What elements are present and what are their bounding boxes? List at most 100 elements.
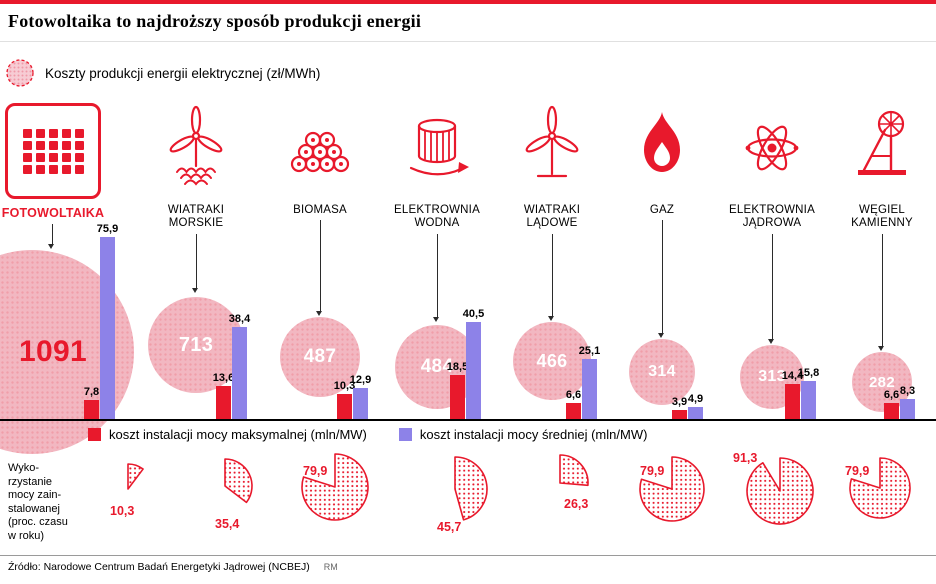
utilization-value: 26,3 xyxy=(564,497,589,511)
arrow-down-icon xyxy=(658,333,664,338)
utilization-pie-elektrownia-jadrowa: 91,3 xyxy=(733,451,815,526)
category-label-elektrownia-wodna: ELEKTROWNIA WODNA xyxy=(372,204,502,230)
cost-value: 282 xyxy=(869,373,895,391)
avg-cost-value: 75,9 xyxy=(96,223,119,235)
max-cost-bar: 6,6 xyxy=(566,389,581,419)
utilization-value: 10,3 xyxy=(110,504,135,518)
cost-bars: 3,9 4,9 xyxy=(672,393,703,419)
max-cost-swatch xyxy=(88,428,101,441)
max-cost-bar: 3,9 xyxy=(672,396,687,419)
utilization-pie-elektrownia-wodna: 45,7 xyxy=(421,455,489,534)
utilization-value: 79,9 xyxy=(845,464,870,478)
category-label-biomasa: BIOMASA xyxy=(255,204,385,217)
category-label-wiatraki-morskie: WIATRAKI MORSKIE xyxy=(131,204,261,230)
max-cost-bar: 10,3 xyxy=(334,380,355,419)
solar-panel-grid xyxy=(22,128,84,174)
cost-value: 487 xyxy=(303,346,337,367)
category-label-text2: MORSKIE xyxy=(168,217,224,229)
onshore-wind-icon xyxy=(514,104,590,192)
source-note: Źródło: Narodowe Centrum Badań Energetyk… xyxy=(8,561,338,573)
cost-bars: 7,8 75,9 xyxy=(84,223,118,419)
category-label-text: WIATRAKI xyxy=(167,204,225,216)
avg-cost-bar: 4,9 xyxy=(688,393,703,419)
category-label-text2: KAMIENNY xyxy=(851,217,913,229)
footer-divider xyxy=(0,555,936,556)
category-label-elektrownia-jadrowa: ELEKTROWNIA JĄDROWA xyxy=(707,204,837,230)
cost-value: 314 xyxy=(648,363,676,380)
category-label-text2: WODNA xyxy=(414,217,460,229)
avg-cost-bar: 25,1 xyxy=(579,345,600,419)
avg-cost-value: 4,9 xyxy=(687,393,704,405)
avg-cost-bar: 38,4 xyxy=(229,313,250,419)
utilization-value: 79,9 xyxy=(640,464,665,478)
bar-legend: koszt instalacji mocy maksymalnej (mln/M… xyxy=(88,427,647,442)
arrow-down-icon xyxy=(316,311,322,316)
avg-cost-bar: 15,8 xyxy=(798,367,819,419)
cost-bars: 14,4 15,8 xyxy=(782,367,819,419)
leader-line xyxy=(437,234,438,317)
max-cost-legend-label: koszt instalacji mocy maksymalnej (mln/M… xyxy=(109,427,367,442)
avg-cost-value: 8,3 xyxy=(899,385,916,397)
utilization-value: 91,3 xyxy=(733,451,758,465)
avg-cost-swatch xyxy=(398,428,412,441)
leader-line xyxy=(196,234,197,288)
max-cost-value: 6,6 xyxy=(565,389,582,401)
utilization-value: 35,4 xyxy=(215,517,240,531)
category-label-text2: LĄDOWE xyxy=(526,217,578,229)
utilization-pie-biomasa: 79,9 xyxy=(300,452,370,522)
max-cost-value: 7,8 xyxy=(83,386,100,398)
category-label-wiatraki-ladowe: WIATRAKI LĄDOWE xyxy=(487,204,617,230)
pie-wedge xyxy=(639,456,705,522)
arrow-down-icon xyxy=(48,244,54,249)
pie-wedge xyxy=(849,457,911,519)
page-title: Fotowoltaika to najdroższy sposób produk… xyxy=(8,11,422,31)
cost-bubble-icon xyxy=(6,59,34,87)
leader-line xyxy=(552,234,553,316)
cost-legend: Koszty produkcji energii elektrycznej (z… xyxy=(5,58,320,88)
max-cost-bar: 13,6 xyxy=(213,372,234,419)
category-label-text: ELEKTROWNIA xyxy=(729,204,815,216)
max-cost-value: 14,4 xyxy=(781,370,804,382)
leader-line xyxy=(662,220,663,333)
cost-legend-label: Koszty produkcji energii elektrycznej (z… xyxy=(45,65,321,81)
max-cost-value: 10,3 xyxy=(333,380,356,392)
category-label-text: GAZ xyxy=(649,204,675,216)
leader-line xyxy=(320,220,321,311)
utilization-pie-fotowoltaika: 10,3 xyxy=(101,462,155,518)
cost-value: 713 xyxy=(178,333,214,356)
cost-value: 484 xyxy=(420,356,454,377)
leader-line xyxy=(52,224,53,244)
cost-bars: 13,6 38,4 xyxy=(213,313,250,419)
cost-bars: 6,6 8,3 xyxy=(884,385,915,419)
avg-cost-value: 25,1 xyxy=(578,345,601,357)
avg-cost-value: 15,8 xyxy=(797,367,820,379)
title-divider xyxy=(0,41,936,42)
max-cost-bar: 14,4 xyxy=(782,370,803,419)
category-label-text: ELEKTROWNIA xyxy=(394,204,480,216)
max-cost-value: 3,9 xyxy=(671,396,688,408)
arrow-down-icon xyxy=(768,339,774,344)
avg-cost-legend-label: koszt instalacji mocy średniej (mln/MW) xyxy=(419,427,648,442)
utilization-pie-wiatraki-ladowe: 26,3 xyxy=(530,453,590,513)
avg-cost-bar: 12,9 xyxy=(350,374,371,419)
credit-note: RM xyxy=(323,562,338,572)
arrow-down-icon xyxy=(548,316,554,321)
max-cost-bar: 18,5 xyxy=(447,361,468,419)
cost-bubble: 484 xyxy=(395,325,479,409)
arrow-down-icon xyxy=(192,288,198,293)
category-label-text2: JĄDROWA xyxy=(742,217,802,229)
leader-line xyxy=(882,234,883,346)
avg-cost-value: 40,5 xyxy=(462,308,485,320)
utilization-value: 79,9 xyxy=(303,464,328,478)
category-label-gaz: GAZ xyxy=(597,204,727,217)
max-cost-bar: 6,6 xyxy=(884,389,899,419)
cost-bubble: 487 xyxy=(280,317,360,397)
cost-bars: 10,3 12,9 xyxy=(334,374,371,419)
offshore-wind-icon xyxy=(158,104,234,192)
max-cost-bar: 7,8 xyxy=(84,386,99,419)
biomass-icon xyxy=(282,104,358,192)
nuclear-atom-icon xyxy=(734,104,810,192)
category-label-text: WĘGIEL xyxy=(859,204,905,216)
avg-cost-value: 12,9 xyxy=(349,374,372,386)
